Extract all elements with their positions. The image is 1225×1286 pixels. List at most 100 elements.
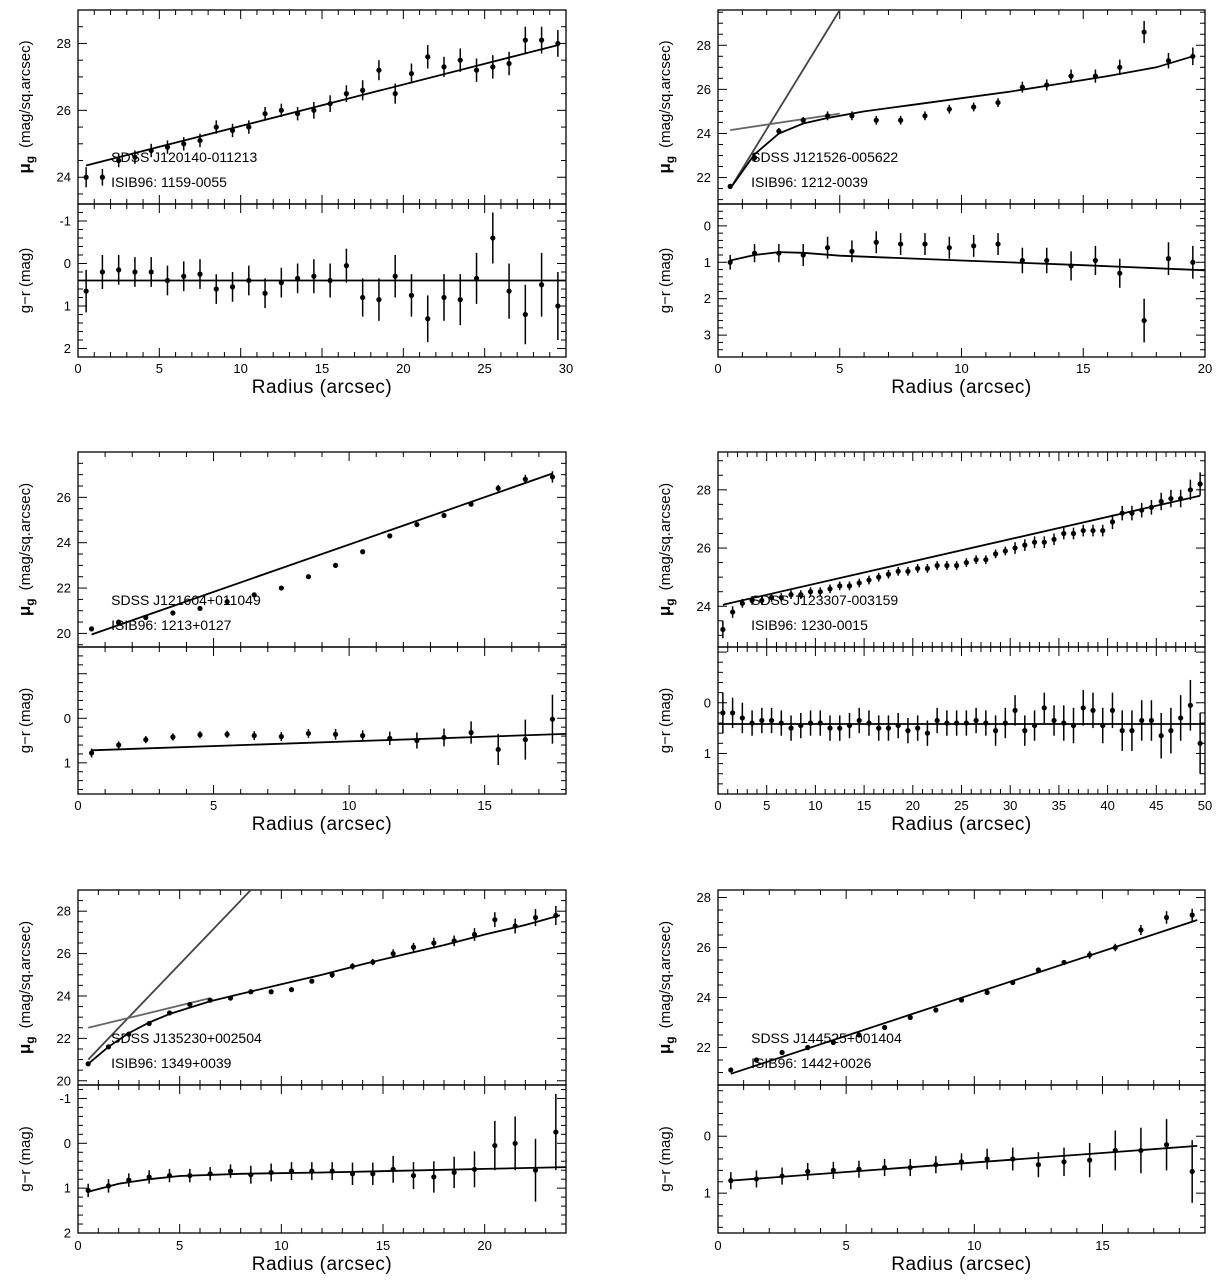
data-point (1165, 256, 1172, 262)
data-point (817, 589, 823, 595)
data-point (798, 722, 804, 729)
data-point (495, 746, 501, 753)
data-point (800, 117, 806, 123)
data-point (170, 734, 176, 740)
galaxy-isib-label: ISIB96: 1213+0127 (111, 617, 231, 633)
y-tick-label: 22 (57, 1031, 71, 1046)
fit-line (91, 733, 566, 752)
data-point (1168, 495, 1174, 502)
data-point (1117, 270, 1123, 276)
data-points (85, 1093, 559, 1202)
data-point (1163, 914, 1170, 921)
data-point (830, 1167, 836, 1173)
data-point (1087, 952, 1093, 958)
data-point (1061, 1159, 1067, 1165)
data-point (278, 107, 284, 113)
data-point (963, 559, 969, 566)
data-point (539, 282, 545, 288)
data-point (807, 589, 814, 595)
y-tick-label: 1 (64, 1181, 71, 1196)
data-point (827, 586, 833, 592)
data-point (311, 273, 317, 279)
data-point (164, 144, 171, 150)
mu-symbol: μ (15, 1044, 34, 1054)
x-tick-label: 10 (967, 1238, 981, 1253)
x-tick-label: 25 (954, 798, 968, 813)
data-point (963, 720, 969, 726)
data-point (1031, 722, 1038, 729)
fit-line (87, 890, 252, 1061)
data-point (1189, 1168, 1195, 1175)
x-tick-label: 15 (477, 798, 491, 813)
data-point (392, 273, 398, 279)
data-point (441, 64, 447, 70)
data-point (1139, 507, 1145, 513)
data-points (727, 21, 1196, 189)
data-point (778, 720, 784, 726)
data-point (882, 1024, 888, 1031)
data-point (116, 742, 122, 748)
chart-3: 20 22 24 26 0 5 10 15 0 1 SDSS J121604+011049 ISIB9… (15, 451, 567, 835)
data-point (1051, 536, 1057, 542)
data-point (187, 1001, 193, 1008)
data-point (1138, 927, 1144, 933)
data-point (946, 245, 952, 251)
panel-frame (77, 1084, 567, 1234)
data-point (995, 241, 1001, 247)
fit-lines (730, 251, 1205, 272)
data-point (1100, 722, 1106, 729)
y-tick-label: 0 (704, 218, 711, 233)
panel-frame (77, 646, 567, 795)
data-point (1061, 530, 1067, 537)
data-point (390, 950, 396, 957)
x-tick-label: 15 (1076, 361, 1090, 376)
data-point (1187, 702, 1193, 708)
x-tick-label: 5 (836, 361, 843, 376)
data-point (278, 733, 284, 740)
data-point (166, 1010, 173, 1016)
y-tick-label: 28 (57, 36, 71, 51)
data-point (506, 60, 512, 67)
x-tick-label: 25 (477, 361, 491, 376)
fit-line (730, 112, 840, 131)
x-tick-label: 0 (714, 361, 721, 376)
data-point (506, 288, 512, 294)
data-point (983, 557, 989, 563)
y-axis-title-mu: μg (mag/sq.arcsec) (15, 921, 37, 1054)
data-point (866, 720, 872, 726)
chart-4: 24 26 28 0 5 10 15 20 25 30 35 40 45 50 0 1 SDSS J123307… (655, 451, 1212, 835)
data-point (915, 725, 921, 731)
panel-3-mu: 24 26 28 (697, 451, 1206, 648)
y-axis-title-color: g−r (mag) (17, 688, 34, 753)
mu-subscript: g (23, 1036, 37, 1043)
data-point (468, 729, 474, 736)
y-tick-label: 22 (697, 1040, 711, 1055)
data-points (83, 26, 561, 188)
y-tick-label: 28 (697, 482, 711, 497)
data-point (1092, 73, 1099, 79)
y-tick-label: 28 (697, 38, 711, 53)
mu-subscript: g (663, 156, 677, 163)
fit-line (729, 10, 841, 190)
x-tick-label: 20 (1198, 361, 1212, 376)
data-point (776, 250, 782, 256)
chart-5: 20 22 24 26 28 0 5 10 15 20 -1 0 1 2 SDSS J135230+0025… (15, 889, 567, 1275)
data-point (1187, 487, 1193, 493)
data-point (431, 1174, 437, 1180)
data-point (958, 997, 965, 1003)
data-point (984, 1156, 990, 1162)
data-point (360, 733, 366, 739)
data-point (425, 316, 431, 322)
x-axis-title: Radius (arcsec) (891, 1254, 1032, 1275)
data-point (126, 1177, 132, 1183)
data-point (251, 592, 257, 598)
galaxy-sdss-label: SDSS J120140-011213 (111, 149, 257, 165)
data-point (143, 737, 149, 743)
data-point (1117, 64, 1123, 70)
data-point (1190, 53, 1196, 59)
data-point (1012, 545, 1018, 551)
data-point (288, 1168, 295, 1174)
data-point (522, 37, 528, 43)
data-point (268, 989, 274, 995)
